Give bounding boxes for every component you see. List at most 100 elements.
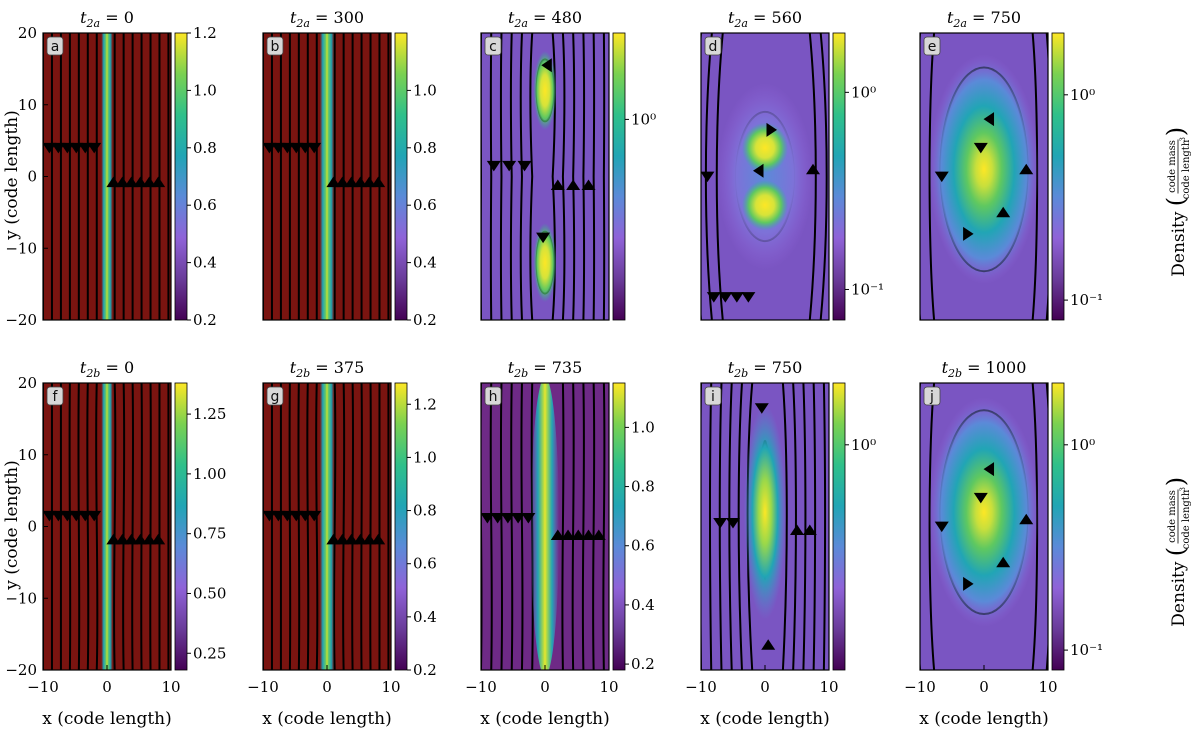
colorbar-unit-power: 3 <box>1179 137 1187 141</box>
colorbar-tick-label: 1.2 <box>193 24 217 42</box>
field-line <box>701 33 702 320</box>
streamline-arrow <box>106 176 121 188</box>
field-line <box>812 383 817 670</box>
panel-letter: d <box>704 36 722 56</box>
streamline-arrow <box>581 179 596 191</box>
field-line <box>592 383 596 670</box>
plasmoid-core <box>928 397 1040 627</box>
panel-j: j t2b = 1000 −10 0 10 x (code length) 10⁰ 10⁻¹ D… <box>904 358 1192 729</box>
field-line <box>819 33 828 320</box>
x-tick-label: 10 <box>161 678 180 696</box>
colorbar-tick-label: 10⁻¹ <box>1070 641 1103 659</box>
streamline-arrow <box>115 533 130 545</box>
streamline-arrow <box>87 510 102 522</box>
field-line <box>288 383 292 670</box>
field-line <box>582 33 586 320</box>
colorbar-tick-label: 0.8 <box>193 139 217 157</box>
current-sheet <box>101 33 113 320</box>
streamline-arrow <box>280 510 295 522</box>
y-tick-label: 20 <box>18 374 37 392</box>
x-tick-label: 0 <box>102 678 112 696</box>
streamlines <box>43 33 170 320</box>
panel-g: g t2b = 375 −10 0 10 x (code length) 0.2 0.4 0.6… <box>247 358 437 729</box>
paren-right: ) <box>1162 127 1190 136</box>
panel-title: t2b = 1000 <box>942 358 1027 380</box>
axes-frame <box>700 32 830 321</box>
streamline-arrow <box>766 122 777 137</box>
y-tick-label: 0 <box>27 518 37 536</box>
plasmoid-blob <box>741 180 789 231</box>
streamline-arrow <box>490 512 505 524</box>
current-sheet <box>530 383 560 670</box>
streamline-arrow <box>307 142 322 154</box>
streamline-arrow <box>581 529 596 541</box>
streamline-arrow <box>263 510 277 522</box>
colorbar-tick-label: 10⁰ <box>1070 436 1095 454</box>
panel-title: t2b = 0 <box>80 358 134 380</box>
colorbar-label-text: Density <box>1169 211 1189 277</box>
x-tick-label: −10 <box>685 678 717 696</box>
streamline-arrow <box>344 533 359 545</box>
field-line <box>561 383 565 670</box>
colorbar-tick-label: 0.4 <box>413 608 437 626</box>
streamline-arrow <box>481 512 495 524</box>
x-tick-label: 10 <box>599 678 618 696</box>
x-axis-label: x (code length) <box>919 709 1048 729</box>
streamline-arrow <box>78 142 93 154</box>
panel-letter-text: f <box>53 389 59 405</box>
heatmap-field <box>263 33 390 320</box>
colorbar <box>612 382 626 671</box>
panel-title: t2a = 480 <box>508 8 582 30</box>
axes-frame <box>262 32 392 321</box>
streamline-arrow <box>69 142 84 154</box>
colorbar-tick-label: 0.2 <box>413 311 437 329</box>
colorbar-tick-label: 10⁰ <box>1070 86 1095 104</box>
streamline-arrow <box>511 512 526 524</box>
streamline-arrow <box>718 292 733 303</box>
colorbar-unit-denominator: code length <box>1181 139 1192 199</box>
colorbar <box>1051 32 1065 321</box>
heatmap-field <box>481 383 606 670</box>
streamline-arrow <box>51 510 66 522</box>
panel-b: b t2a = 300 0.2 0.4 0.6 0.8 1.0 <box>262 8 437 329</box>
colorbar-tick-label: 0.2 <box>413 661 437 679</box>
streamlines <box>481 33 606 320</box>
streamline-arrow <box>69 510 84 522</box>
field-line <box>581 383 585 670</box>
axes-frame <box>480 32 610 321</box>
panel-title: t2a = 300 <box>290 8 364 30</box>
colorbar-label-text: Density <box>1169 561 1189 627</box>
streamlines <box>43 383 170 670</box>
panel-letter: i <box>704 386 722 406</box>
field-line <box>781 383 788 670</box>
streamline-arrow <box>741 292 756 303</box>
field-line <box>122 383 126 670</box>
field-line <box>499 383 504 670</box>
x-tick-label: 0 <box>540 678 550 696</box>
panel-title: t2b = 735 <box>508 358 583 380</box>
field-line <box>332 383 337 670</box>
field-line <box>920 383 921 670</box>
paren-left: ( <box>1162 547 1190 556</box>
colorbar <box>174 382 188 671</box>
streamline-arrow <box>934 521 949 533</box>
panel-letter-text: i <box>711 389 715 405</box>
streamline-arrow <box>124 176 139 188</box>
panel-letter: b <box>266 36 284 56</box>
streamline-arrow <box>754 403 769 414</box>
streamline-arrow <box>806 163 820 175</box>
panel-letter-text: d <box>709 39 718 55</box>
field-line <box>297 383 301 670</box>
streamline-arrow <box>371 533 386 545</box>
heatmap-field <box>43 33 170 320</box>
y-axis-label-top: y (code length) <box>2 110 22 240</box>
colorbar <box>394 32 408 321</box>
streamline-arrow <box>934 171 949 183</box>
streamline-arrow <box>289 510 304 522</box>
field-line <box>520 383 524 670</box>
y-tick-label: 20 <box>18 24 37 42</box>
heatmap-field <box>920 383 1048 670</box>
streamlines <box>263 383 390 670</box>
